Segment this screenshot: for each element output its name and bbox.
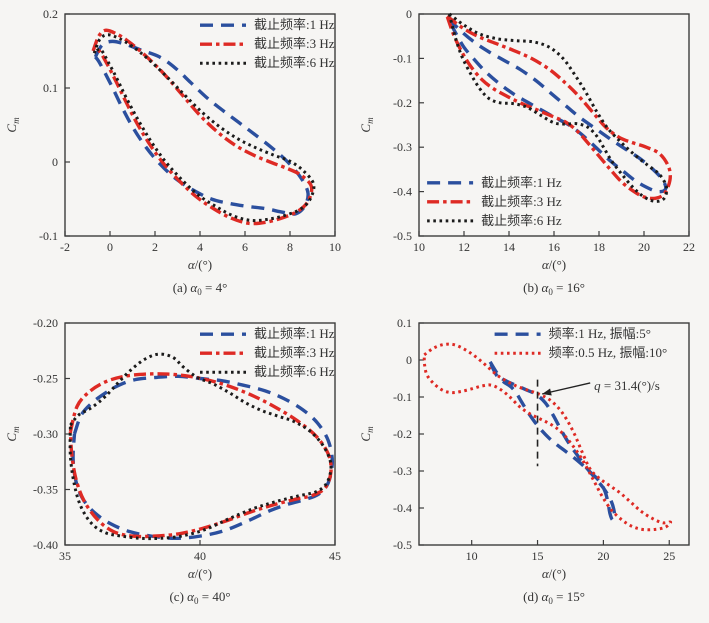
x-tick-label: 0 [107, 240, 113, 254]
subplot-caption: (d) α0 = 15° [523, 589, 585, 606]
subplot-d: 10 15 20 25 0.1 0 -0.1 -0.2 -0.3 -0.4 -0.5 α/(°) Cm 频… [355, 309, 709, 618]
legend-label: 截止频率:1 Hz [254, 326, 335, 341]
y-tick-label: 0 [406, 7, 412, 21]
legend-label: 截止频率:1 Hz [481, 175, 562, 190]
x-tick-label: 20 [638, 240, 650, 254]
y-tick-label: -0.1 [393, 51, 412, 65]
legend-label: 截止频率:1 Hz [254, 17, 335, 32]
x-tick-label: 35 [59, 549, 71, 563]
x-tick-label: 45 [329, 549, 341, 563]
series-1-curve [488, 360, 617, 522]
legend-label: 截止频率:3 Hz [254, 345, 335, 360]
y-tick-label: -0.4 [393, 185, 412, 199]
x-tick-label: 40 [194, 549, 206, 563]
series-2-curve [422, 342, 673, 532]
x-axis-label: α/(°) [542, 566, 566, 581]
annotation-text: q = 31.4(°)/s [594, 378, 660, 393]
legend-label: 截止频率:6 Hz [254, 55, 335, 70]
x-axis-label: α/(°) [542, 257, 566, 272]
x-tick-label: 2 [152, 240, 158, 254]
y-tick-label: 0.1 [43, 81, 58, 95]
subplot-b: 10 12 14 16 18 20 22 0 -0.1 -0.2 -0.3 -0.4 -0.5 α/(°)… [355, 0, 709, 309]
x-tick-label: -2 [60, 240, 70, 254]
series-1-curve [93, 39, 310, 216]
y-tick-label: -0.1 [393, 390, 412, 404]
y-tick-label: -0.5 [393, 229, 412, 243]
series-3-curve [447, 12, 669, 203]
subplot-a: -2 0 2 4 6 8 10 0.2 0.1 0 -0.1 α/(°) Cm 截止频率:1 Hz 截止频率… [1, 0, 355, 309]
y-tick-label: -0.2 [393, 427, 412, 441]
x-tick-label: 25 [663, 549, 675, 563]
y-tick-label: 0 [406, 353, 412, 367]
x-tick-label: 6 [242, 240, 248, 254]
annotation-arrowhead [542, 388, 552, 396]
y-tick-label: -0.1 [39, 229, 58, 243]
legend-label: 截止频率:6 Hz [481, 213, 562, 228]
y-axis-label: Cm [4, 426, 21, 442]
legend-label: 截止频率:3 Hz [254, 36, 335, 51]
series-2-curve [445, 14, 672, 201]
x-tick-label: 10 [329, 240, 341, 254]
subplot-c: 35 40 45 -0.20 -0.25 -0.30 -0.35 -0.40 α/(°) Cm 截止… [1, 309, 355, 618]
x-tick-label: 22 [683, 240, 695, 254]
x-tick-label: 10 [413, 240, 425, 254]
chart-d: 10 15 20 25 0.1 0 -0.1 -0.2 -0.3 -0.4 -0.5 α/(°) Cm 频… [358, 316, 690, 606]
x-tick-label: 4 [197, 240, 203, 254]
x-tick-label: 8 [287, 240, 293, 254]
x-tick-label: 20 [597, 549, 609, 563]
x-tick-label: 15 [532, 549, 544, 563]
y-tick-label: -0.5 [393, 538, 412, 552]
x-tick-label: 18 [593, 240, 605, 254]
legend: 截止频率:1 Hz 截止频率:3 Hz 截止频率:6 Hz [427, 175, 562, 228]
legend: 频率:1 Hz, 振幅:5° 频率:0.5 Hz, 振幅:10° [494, 326, 668, 360]
legend-label: 频率:0.5 Hz, 振幅:10° [549, 345, 668, 360]
subplot-caption: (b) α0 = 16° [523, 280, 585, 297]
y-tick-label: -0.25 [33, 372, 58, 386]
y-tick-label: -0.20 [33, 316, 58, 330]
x-tick-label: 16 [548, 240, 560, 254]
series-1-curve [71, 374, 335, 541]
legend: 截止频率:1 Hz 截止频率:3 Hz 截止频率:6 Hz [200, 326, 335, 379]
y-tick-label: -0.30 [33, 427, 58, 441]
legend-label: 截止频率:3 Hz [481, 194, 562, 209]
x-axis-label: α/(°) [188, 566, 212, 581]
y-axis-label: Cm [4, 117, 21, 133]
x-axis-label: α/(°) [188, 257, 212, 272]
series-3-curve [92, 33, 316, 223]
legend-label: 截止频率:6 Hz [254, 364, 335, 379]
subplot-caption: (c) α0 = 40° [169, 589, 230, 606]
x-tick-label: 10 [466, 549, 478, 563]
chart-c: 35 40 45 -0.20 -0.25 -0.30 -0.35 -0.40 α/(°) Cm 截止… [4, 316, 341, 606]
y-tick-label: -0.4 [393, 501, 412, 515]
y-tick-label: -0.40 [33, 538, 58, 552]
y-tick-label: 0.2 [43, 7, 58, 21]
y-tick-label: -0.35 [33, 483, 58, 497]
y-tick-label: 0 [52, 155, 58, 169]
x-tick-label: 12 [458, 240, 470, 254]
y-tick-label: -0.2 [393, 96, 412, 110]
y-tick-label: 0.1 [397, 316, 412, 330]
legend: 截止频率:1 Hz 截止频率:3 Hz 截止频率:6 Hz [200, 17, 335, 70]
subplot-caption: (a) α0 = 4° [173, 280, 228, 297]
chart-b: 10 12 14 16 18 20 22 0 -0.1 -0.2 -0.3 -0.4 -0.5 α/(°)… [358, 7, 695, 297]
series-1-curve [446, 17, 668, 194]
y-tick-label: -0.3 [393, 464, 412, 478]
y-axis-label: Cm [358, 426, 375, 442]
y-axis-label: Cm [358, 117, 375, 133]
series-3-curve [68, 352, 333, 541]
y-tick-label: -0.3 [393, 140, 412, 154]
series-2-curve [68, 372, 333, 539]
legend-label: 频率:1 Hz, 振幅:5° [549, 326, 651, 341]
x-tick-label: 14 [503, 240, 515, 254]
